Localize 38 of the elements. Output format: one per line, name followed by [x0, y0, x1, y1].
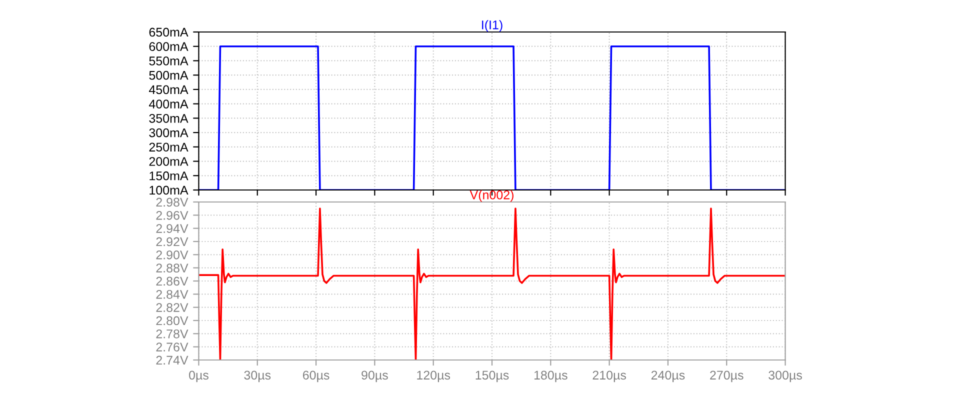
y-tick-label: 250mA: [149, 142, 188, 152]
y-tick-label: 200mA: [149, 157, 188, 166]
y-tick-label: 2.96V: [156, 210, 188, 220]
y-tick-label: 650mA: [149, 28, 188, 37]
y-tick-label: 600mA: [149, 42, 188, 52]
x-tick-label: 0µs: [189, 370, 208, 382]
y-tick-label: 2.86V: [156, 276, 188, 286]
y-tick-label: 2.82V: [156, 303, 188, 312]
y-tick-label: 150mA: [150, 171, 188, 180]
x-tick-label: 60µs: [302, 370, 330, 382]
x-tick-label: 210µs: [592, 370, 626, 382]
y-tick-label: 550mA: [149, 56, 188, 66]
x-tick-label: 120µs: [417, 370, 450, 382]
y-tick-label: 2.92V: [156, 237, 188, 246]
y-tick-label: 2.88V: [156, 264, 188, 272]
y-tick-label: 2.94V: [156, 224, 188, 233]
y-tick-label: 300mA: [149, 128, 188, 138]
y-tick-label: 100mA: [150, 186, 188, 195]
x-tick-label: 90µs: [362, 370, 388, 382]
x-tick-label: 240µs: [651, 370, 685, 382]
y-tick-label: 2.76V: [156, 342, 188, 352]
chart-title: V(n002): [470, 190, 514, 202]
y-tick-label: 2.74V: [156, 356, 188, 365]
x-tick-label: 150µs: [476, 370, 509, 382]
x-tick-label: 300µs: [768, 370, 802, 382]
y-tick-label: 2.90V: [156, 250, 188, 260]
y-tick-label: 2.80V: [156, 316, 188, 326]
y-tick-label: 2.84V: [156, 290, 188, 299]
chart-title: I(I1): [482, 20, 502, 32]
y-tick-label: 2.78V: [156, 329, 188, 338]
y-tick-label: 2.98V: [156, 198, 188, 207]
y-tick-label: 400mA: [148, 100, 188, 108]
y-tick-label: 350mA: [149, 114, 188, 123]
y-tick-label: 450mA: [148, 85, 188, 94]
x-tick-label: 180µs: [534, 370, 568, 382]
x-tick-label: 30µs: [244, 370, 271, 382]
y-tick-label: 500mA: [149, 70, 188, 80]
x-tick-label: 270µs: [710, 370, 744, 382]
